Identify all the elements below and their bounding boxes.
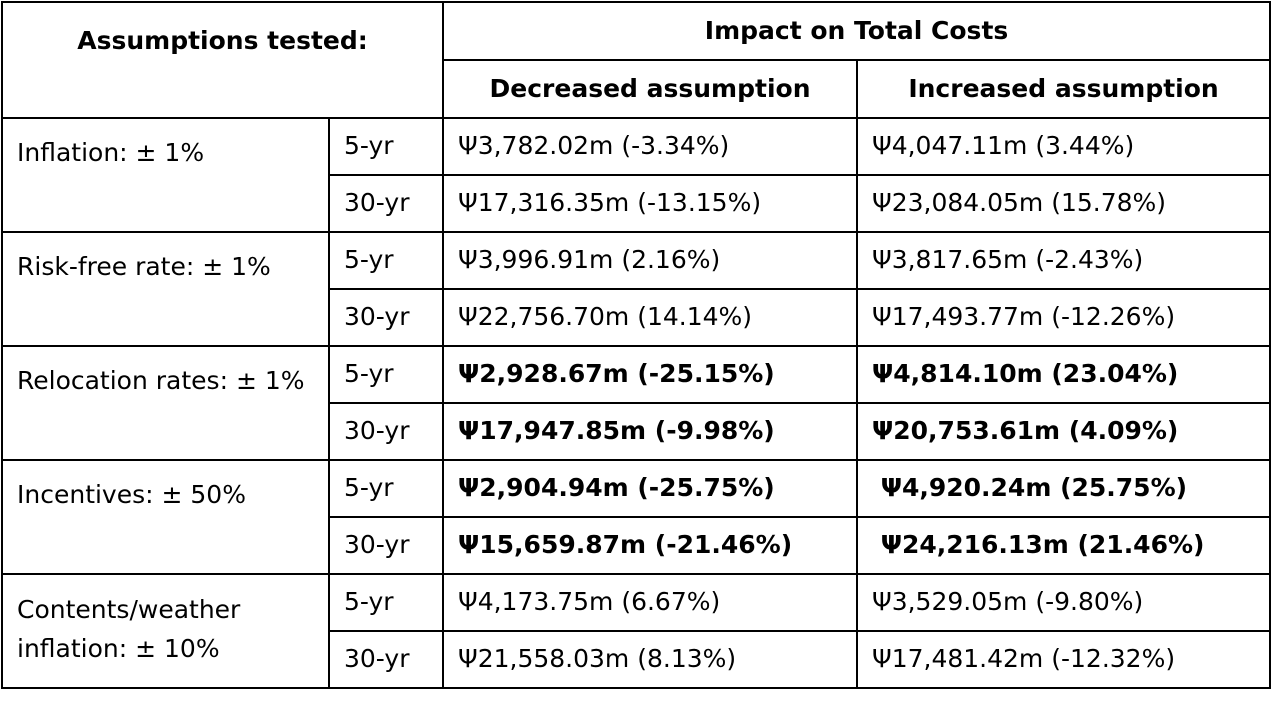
assumption-label: Inflation: ± 1% [1,117,330,233]
assumption-label: Incentives: ± 50% [1,459,330,575]
increased-cell: Ψ20,753.61m (4.09%) [856,402,1272,461]
increased-cell: Ψ4,047.11m (3.44%) [856,117,1272,176]
sensitivity-table: Assumptions tested: Impact on Total Cost… [0,1,1272,689]
decreased-cell: Ψ15,659.87m (-21.46%) [442,516,859,575]
period-cell: 30-yr [327,288,445,347]
table-row: 30-yr Ψ22,756.70m (14.14%) Ψ17,493.77m (… [2,288,1272,347]
decreased-cell: Ψ2,928.67m (-25.15%) [442,345,859,404]
decreased-cell: Ψ3,782.02m (-3.34%) [442,117,859,176]
table-row: 30-yr Ψ17,316.35m (-13.15%) Ψ23,084.05m … [2,174,1272,233]
increased-cell: Ψ3,529.05m (-9.80%) [856,573,1272,632]
period-cell: 30-yr [327,174,445,233]
table-body: Inflation: ± 1% 5-yr Ψ3,782.02m (-3.34%)… [1,117,1272,689]
period-cell: 5-yr [327,573,445,632]
assumption-label: Contents/weather inflation: ± 10% [1,573,330,689]
table-row: Relocation rates: ± 1% 5-yr Ψ2,928.67m (… [1,345,1272,461]
increased-cell: Ψ24,216.13m (21.46%) [856,516,1272,575]
increased-cell: Ψ4,920.24m (25.75%) [856,459,1272,518]
period-cell: 5-yr [327,231,445,290]
decreased-cell: Ψ17,947.85m (-9.98%) [442,402,859,461]
table-row: Risk-free rate: ± 1% 5-yr Ψ3,996.91m (2.… [1,231,1272,347]
decreased-cell: Ψ4,173.75m (6.67%) [442,573,859,632]
increased-header: Increased assumption [856,59,1272,119]
decreased-cell: Ψ2,904.94m (-25.75%) [442,459,859,518]
increased-cell: Ψ4,814.10m (23.04%) [856,345,1272,404]
assumptions-header: Assumptions tested: [0,1,445,119]
header-row-top: Assumptions tested: Impact on Total Cost… [0,1,1272,119]
period-cell: 5-yr [327,117,445,176]
table-row: Incentives: ± 50% 5-yr Ψ2,904.94m (-25.7… [1,459,1272,575]
period-cell: 30-yr [327,516,445,575]
header-row-bottom: Decreased assumption Increased assumptio… [2,59,1272,119]
impact-header: Impact on Total Costs [442,1,1272,61]
increased-cell: Ψ17,493.77m (-12.26%) [856,288,1272,347]
table-header: Assumptions tested: Impact on Total Cost… [0,1,1272,119]
decreased-cell: Ψ22,756.70m (14.14%) [442,288,859,347]
table-row: 30-yr Ψ21,558.03m (8.13%) Ψ17,481.42m (-… [2,630,1272,689]
period-cell: 30-yr [327,630,445,689]
assumption-label: Relocation rates: ± 1% [1,345,330,461]
increased-cell: Ψ23,084.05m (15.78%) [856,174,1272,233]
decreased-cell: Ψ21,558.03m (8.13%) [442,630,859,689]
period-cell: 5-yr [327,459,445,518]
table-row: 30-yr Ψ17,947.85m (-9.98%) Ψ20,753.61m (… [2,402,1272,461]
period-cell: 5-yr [327,345,445,404]
decreased-header: Decreased assumption [442,59,859,119]
table-row: 30-yr Ψ15,659.87m (-21.46%) Ψ24,216.13m … [2,516,1272,575]
increased-cell: Ψ17,481.42m (-12.32%) [856,630,1272,689]
table-row: Contents/weather inflation: ± 10% 5-yr Ψ… [1,573,1272,689]
decreased-cell: Ψ17,316.35m (-13.15%) [442,174,859,233]
assumption-label: Risk-free rate: ± 1% [1,231,330,347]
decreased-cell: Ψ3,996.91m (2.16%) [442,231,859,290]
increased-cell: Ψ3,817.65m (-2.43%) [856,231,1272,290]
table-row: Inflation: ± 1% 5-yr Ψ3,782.02m (-3.34%)… [1,117,1272,233]
period-cell: 30-yr [327,402,445,461]
